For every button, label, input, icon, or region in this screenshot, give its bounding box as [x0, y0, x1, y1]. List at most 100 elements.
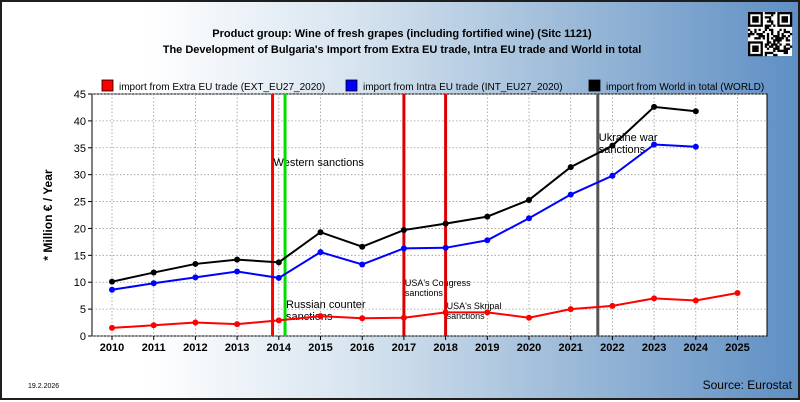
qr-cell — [783, 16, 786, 19]
qr-cell — [775, 35, 778, 38]
y-tick-label: 30 — [74, 170, 86, 182]
qr-cell — [768, 20, 772, 23]
qr-cell — [768, 28, 772, 32]
legend-label: import from Intra EU trade (INT_EU27_202… — [363, 82, 563, 93]
qr-cell — [779, 37, 782, 40]
qr-cell — [777, 49, 780, 53]
qr-cell — [760, 41, 763, 44]
qr-cell — [760, 16, 763, 19]
data-point — [150, 280, 157, 287]
legend-label: import from Extra EU trade (EXT_EU27_202… — [119, 82, 325, 93]
data-point — [109, 324, 115, 331]
qr-cell — [775, 39, 778, 42]
qr-cell — [781, 35, 784, 38]
qr-cell — [748, 35, 751, 38]
x-tick-label: 2022 — [600, 342, 624, 354]
qr-cell — [773, 41, 776, 44]
data-point — [192, 260, 199, 267]
qr-cell — [754, 49, 757, 53]
qr-cell — [768, 18, 772, 21]
event-label-line: USA's Skripal — [447, 301, 502, 311]
data-point — [567, 191, 574, 198]
x-tick-label: 2012 — [183, 342, 207, 354]
qr-cell — [787, 43, 791, 46]
qr-cell — [754, 47, 757, 50]
qr-cell — [754, 45, 757, 48]
y-axis: 0 5 10 15 20 25 30 35 40 45 — [74, 89, 92, 343]
qr-cell — [783, 45, 786, 48]
qr-cell — [748, 16, 751, 19]
qr-cell — [752, 12, 755, 15]
qr-cell — [760, 24, 763, 27]
grid — [92, 93, 767, 337]
x-tick-label: 2025 — [725, 342, 749, 354]
x-tick-label: 2018 — [433, 342, 457, 354]
qr-cell — [748, 51, 751, 55]
qr-cell — [781, 24, 784, 27]
x-tick-label: 2023 — [642, 342, 666, 354]
qr-cell — [758, 12, 761, 15]
data-point — [109, 286, 115, 293]
qr-cell — [766, 43, 770, 46]
qr-cell — [771, 22, 774, 25]
x-tick-label: 2021 — [558, 342, 582, 354]
qr-cell — [754, 24, 757, 27]
qr-cell — [785, 24, 789, 27]
x-tick-label: 2011 — [142, 342, 166, 354]
qr-cell — [783, 20, 786, 23]
qr-cell — [768, 51, 772, 55]
qr-cell — [762, 37, 765, 40]
data-point — [275, 274, 282, 281]
qr-cell — [773, 39, 776, 42]
qr-cell — [789, 45, 793, 48]
qr-cell — [783, 18, 786, 21]
event-label-line: Ukraine war — [599, 132, 658, 144]
x-tick-label: 2020 — [517, 342, 541, 354]
qr-cell — [760, 53, 763, 57]
qr-cell — [754, 28, 757, 32]
data-point — [609, 302, 616, 309]
qr-cell — [754, 16, 757, 19]
qr-cell — [756, 24, 759, 27]
qr-cell — [783, 47, 786, 50]
qr-cell — [773, 53, 776, 57]
qr-cell — [773, 49, 776, 53]
qr-cell — [789, 24, 793, 27]
qr-cell — [771, 14, 774, 17]
data-point — [359, 261, 366, 268]
event-label-line: USA's Congress — [405, 278, 471, 288]
qr-cell — [766, 47, 770, 50]
data-point — [484, 309, 491, 316]
qr-cell — [748, 49, 751, 53]
qr-cell — [781, 18, 784, 21]
qr-cell — [754, 30, 757, 34]
event-label-line: sanctions — [447, 311, 486, 321]
event-label-line: sanctions — [405, 288, 444, 298]
qr-cell — [785, 43, 789, 46]
data-point — [275, 259, 282, 266]
qr-cell — [752, 53, 755, 57]
qr-cell — [756, 12, 759, 15]
qr-cell — [779, 39, 782, 42]
qr-cell — [752, 49, 755, 53]
qr-cell — [754, 12, 757, 15]
data-point — [442, 309, 449, 316]
data-point — [317, 229, 324, 236]
qr-cell — [789, 20, 793, 23]
qr-cell — [779, 28, 782, 32]
qr-cell — [768, 24, 772, 27]
qr-cell — [748, 45, 751, 48]
qr-cell — [785, 18, 789, 21]
qr-cell — [754, 41, 757, 44]
qr-cell — [748, 28, 751, 32]
qr-cell — [760, 12, 763, 15]
x-tick-label: 2014 — [267, 342, 292, 354]
qr-cell — [758, 35, 761, 38]
data-point — [192, 319, 199, 326]
qr-cell — [775, 47, 778, 50]
qr-cell — [766, 20, 770, 23]
qr-cell — [768, 45, 772, 48]
data-point — [275, 317, 282, 324]
qr-cell — [773, 12, 776, 15]
